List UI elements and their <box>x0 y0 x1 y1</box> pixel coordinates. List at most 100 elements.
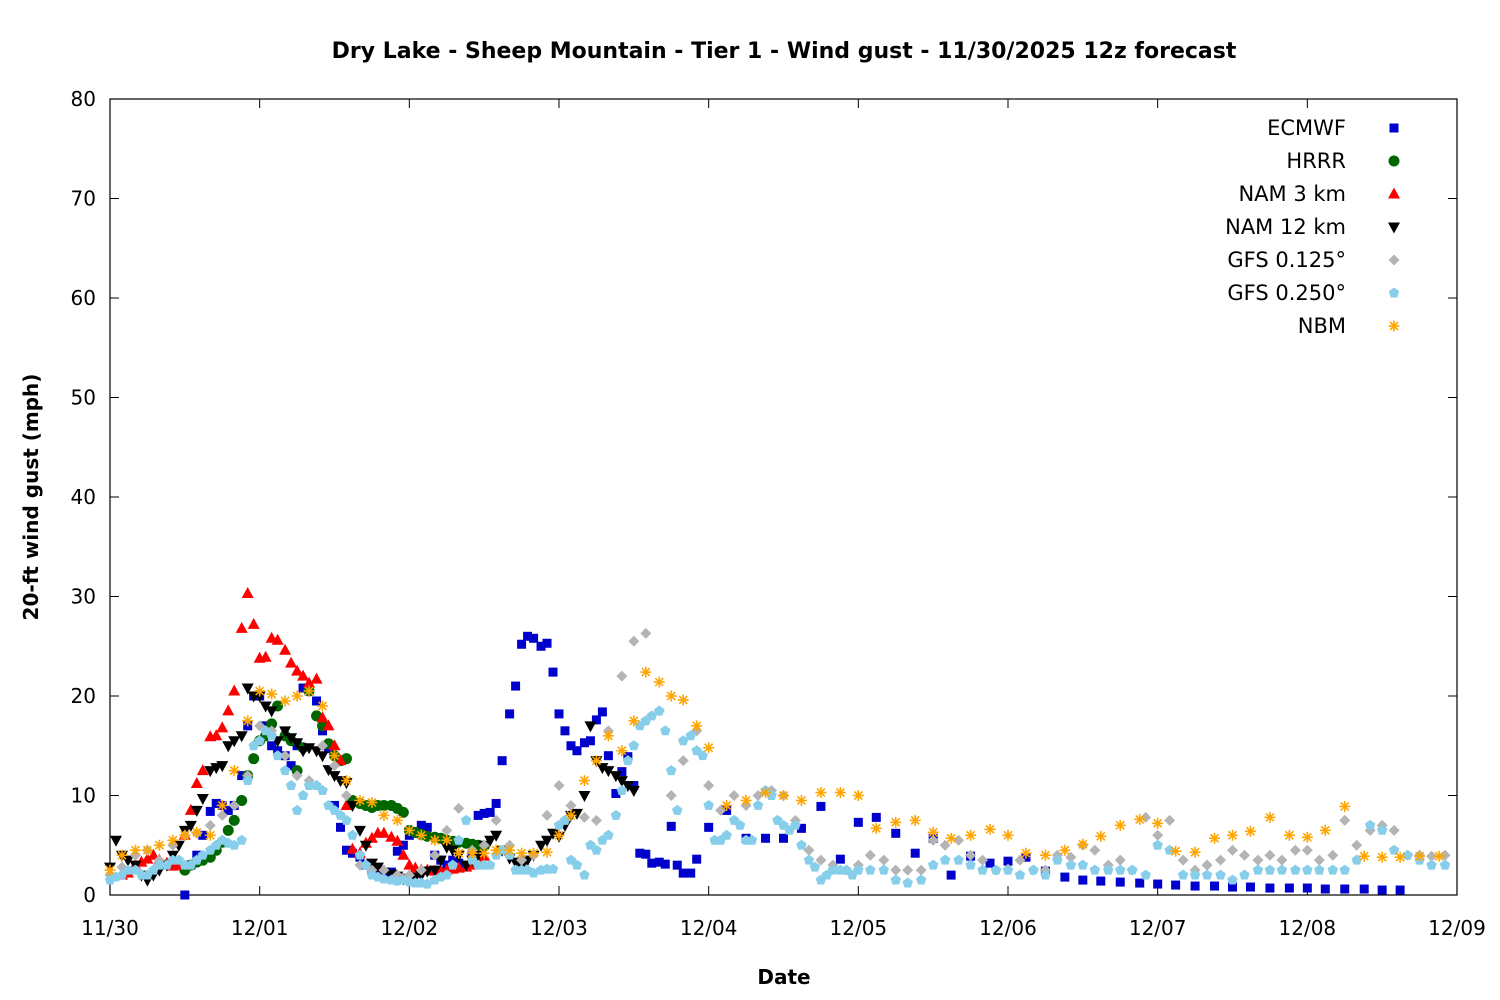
data-point <box>1028 864 1039 875</box>
data-point <box>1359 884 1369 894</box>
data-point <box>629 781 639 791</box>
data-point <box>285 656 298 668</box>
data-point <box>235 731 248 743</box>
legend-marker <box>1388 254 1400 266</box>
data-point <box>965 859 976 870</box>
data-point <box>346 842 359 854</box>
data-point <box>1302 864 1313 875</box>
data-point <box>1227 874 1238 885</box>
data-point <box>660 859 670 869</box>
data-point <box>1002 829 1014 841</box>
data-point <box>116 849 128 861</box>
data-point <box>316 751 329 763</box>
data-point <box>621 781 634 793</box>
data-point <box>279 765 291 776</box>
data-point <box>1395 885 1405 895</box>
data-point <box>1189 846 1201 858</box>
data-point <box>285 780 297 790</box>
data-point <box>237 771 247 781</box>
data-point <box>1314 864 1325 875</box>
data-point <box>329 760 340 772</box>
data-point <box>228 799 240 811</box>
data-point <box>977 864 988 875</box>
data-point <box>528 867 539 878</box>
data-point <box>310 746 323 758</box>
data-point <box>529 633 539 643</box>
data-point <box>429 849 441 861</box>
data-point <box>1402 849 1413 860</box>
data-point <box>1283 829 1295 841</box>
data-point <box>704 822 714 832</box>
data-point <box>415 829 427 841</box>
legend-marker <box>1389 123 1399 133</box>
data-point <box>616 785 628 795</box>
data-point <box>686 868 696 878</box>
data-point <box>1171 880 1181 890</box>
data-point <box>535 840 548 852</box>
data-point <box>190 805 203 817</box>
data-point <box>184 820 197 832</box>
data-point <box>1327 849 1339 861</box>
data-point <box>1351 854 1362 865</box>
data-point <box>752 799 764 810</box>
legend-marker <box>1388 287 1400 298</box>
data-point <box>1289 844 1301 856</box>
data-point <box>915 874 927 885</box>
data-point <box>1152 839 1163 850</box>
data-point <box>1376 851 1388 863</box>
data-point <box>360 859 372 870</box>
data-point <box>1040 869 1051 880</box>
data-point <box>528 847 540 859</box>
data-point <box>511 681 521 691</box>
data-point <box>927 834 939 846</box>
data-point <box>490 830 503 842</box>
data-point <box>1002 864 1014 875</box>
data-point <box>1126 864 1138 875</box>
data-point <box>179 829 191 841</box>
data-point <box>578 811 590 823</box>
x-tick-label: 12/04 <box>680 916 738 940</box>
legend-label: NAM 12 km <box>1225 215 1346 239</box>
data-point <box>1339 864 1350 875</box>
data-point <box>1388 824 1400 836</box>
data-point <box>291 690 303 702</box>
data-point <box>915 864 927 876</box>
data-point <box>603 829 614 840</box>
data-point <box>835 854 845 864</box>
data-point <box>579 738 589 748</box>
data-point <box>328 739 341 751</box>
data-point <box>1351 839 1363 851</box>
data-point <box>878 864 890 875</box>
data-point <box>827 864 839 875</box>
series-gfs-0-250- <box>104 705 1451 889</box>
data-point <box>129 844 141 856</box>
data-point <box>571 859 583 870</box>
data-point <box>1227 829 1238 841</box>
data-point <box>1426 850 1438 862</box>
data-point <box>1276 864 1288 875</box>
data-point <box>279 726 292 738</box>
data-point <box>1189 869 1201 880</box>
data-point <box>953 854 964 865</box>
data-point <box>310 672 323 684</box>
data-point <box>1339 814 1351 826</box>
data-point <box>790 819 801 830</box>
legend-label: NBM <box>1298 314 1346 338</box>
data-point <box>816 801 826 811</box>
data-point <box>447 859 458 870</box>
data-point <box>190 777 203 789</box>
data-point <box>627 786 640 798</box>
data-point <box>1426 859 1437 870</box>
y-tick-label: 70 <box>71 187 96 211</box>
data-point <box>291 770 303 782</box>
data-point <box>666 765 677 776</box>
data-point <box>279 750 291 762</box>
data-point <box>204 766 217 778</box>
data-point <box>1201 869 1213 880</box>
data-point <box>536 641 546 651</box>
data-point <box>441 834 453 846</box>
data-point <box>1290 864 1301 875</box>
data-point <box>265 706 278 718</box>
data-point <box>303 676 316 688</box>
data-point <box>365 831 378 843</box>
